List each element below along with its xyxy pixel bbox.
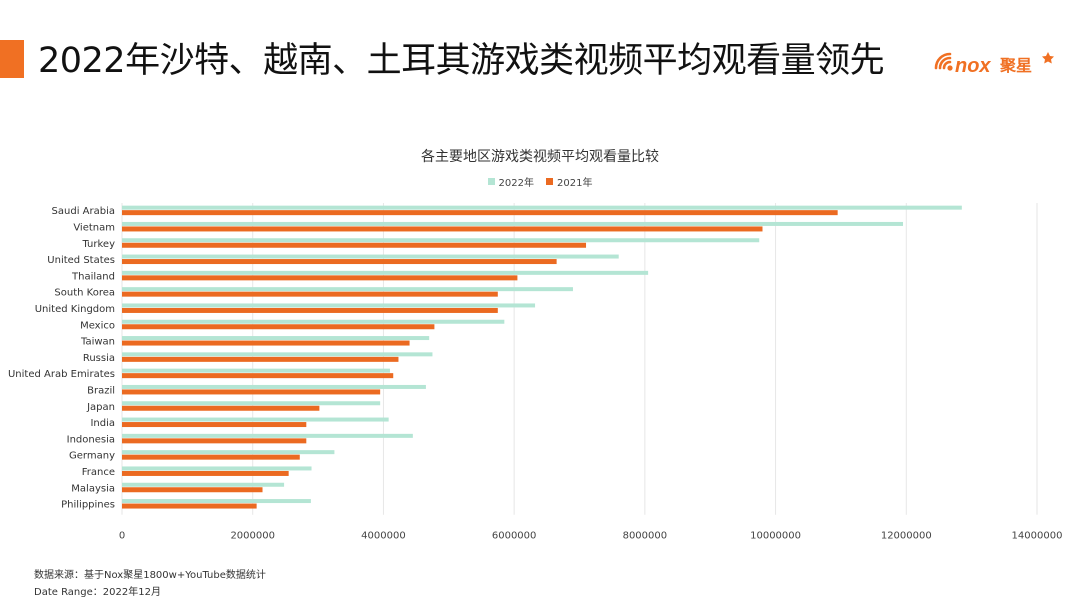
bar-2021 [122,454,300,460]
bar-2022 [122,482,285,487]
x-tick-label: 4000000 [361,531,406,542]
y-category-label: Vietnam [73,222,115,233]
bar-2022 [122,336,430,341]
nox-logo: nox 聚星 [934,52,1054,77]
bar-2022 [122,499,311,504]
date-range-note: Date Range：2022年12月 [34,587,161,598]
bar-2021 [122,470,289,476]
y-category-label: India [90,418,115,429]
title-accent-bar [0,40,24,78]
bar-2021 [122,259,557,265]
x-tick-label: 0 [119,531,125,542]
y-category-label: Mexico [80,320,115,331]
y-category-label: Russia [83,353,115,364]
y-category-label: Germany [69,451,115,462]
bar-2022 [122,254,619,259]
y-category-label: Thailand [71,271,115,282]
bar-2022 [122,417,389,422]
bar-2021 [122,275,518,281]
x-tick-label: 14000000 [1012,531,1063,542]
chart-legend: 2022年 2021年 [0,174,1080,189]
x-tick-label: 6000000 [492,531,537,542]
bar-2022 [122,384,426,389]
y-category-label: Japan [86,402,115,413]
bar-2022 [122,450,335,455]
bar-2022 [122,270,649,275]
bar-2021 [122,438,307,444]
x-tick-label: 8000000 [623,531,668,542]
bar-2021 [122,487,263,493]
bar-2021 [122,210,838,216]
y-category-label: United Kingdom [35,304,115,315]
bar-2021 [122,307,498,313]
legend-swatch-2022 [487,178,495,185]
legend-label-2022: 2022年 [498,178,534,189]
y-category-label: Malaysia [71,483,115,494]
legend-item-2021: 2021年 [546,174,592,189]
bar-2021 [122,422,307,428]
bar-2022 [122,238,760,243]
bar-2021 [122,356,399,362]
y-category-label: South Korea [54,288,115,299]
y-category-label: Turkey [81,239,115,250]
bar-2021 [122,373,394,379]
chart-title: 各主要地区游戏类视频平均观看量比较 [421,149,659,165]
bar-2022 [122,287,573,292]
bar-2022 [122,352,433,357]
legend-item-2022: 2022年 [487,174,534,189]
bar-2022 [122,401,381,406]
bar-2021 [122,324,435,330]
bar-2022 [122,319,505,324]
bar-2022 [122,205,962,210]
x-tick-label: 10000000 [750,531,801,542]
bar-2022 [122,466,312,471]
y-category-label: France [82,467,115,478]
bar-2021 [122,389,381,395]
bar-2021 [122,291,498,297]
bar-2022 [122,303,536,308]
bar-2022 [122,221,904,226]
bar-2022 [122,433,413,438]
data-source-note: 数据来源：基于Nox聚星1800w+YouTube数据统计 [34,570,266,581]
logo-cn-text: 聚星 [999,56,1032,75]
y-category-label: Philippines [61,500,115,511]
y-category-label: Saudi Arabia [52,206,115,217]
x-tick-label: 12000000 [881,531,932,542]
bar-2021 [122,340,410,346]
y-category-label: Taiwan [80,337,115,348]
bar-chart: 0 2000000 4000000 6000000 8000000 10000000 120… [8,203,1063,542]
slide-title: 2022年沙特、越南、土耳其游戏类视频平均观看量领先 [38,41,885,81]
bar-2021 [122,503,257,509]
x-tick-label: 2000000 [230,531,275,542]
bar-2021 [122,405,320,411]
bar-2021 [122,242,587,248]
y-category-label: Indonesia [67,434,115,445]
y-category-label: Brazil [87,385,115,396]
legend-swatch-2021 [546,178,553,185]
legend-label-2021: 2021年 [557,178,593,189]
y-category-label: United States [47,255,115,266]
bar-2022 [122,368,390,373]
logo-text: nox [955,55,991,77]
bar-2021 [122,226,763,232]
y-category-label: United Arab Emirates [8,369,115,380]
